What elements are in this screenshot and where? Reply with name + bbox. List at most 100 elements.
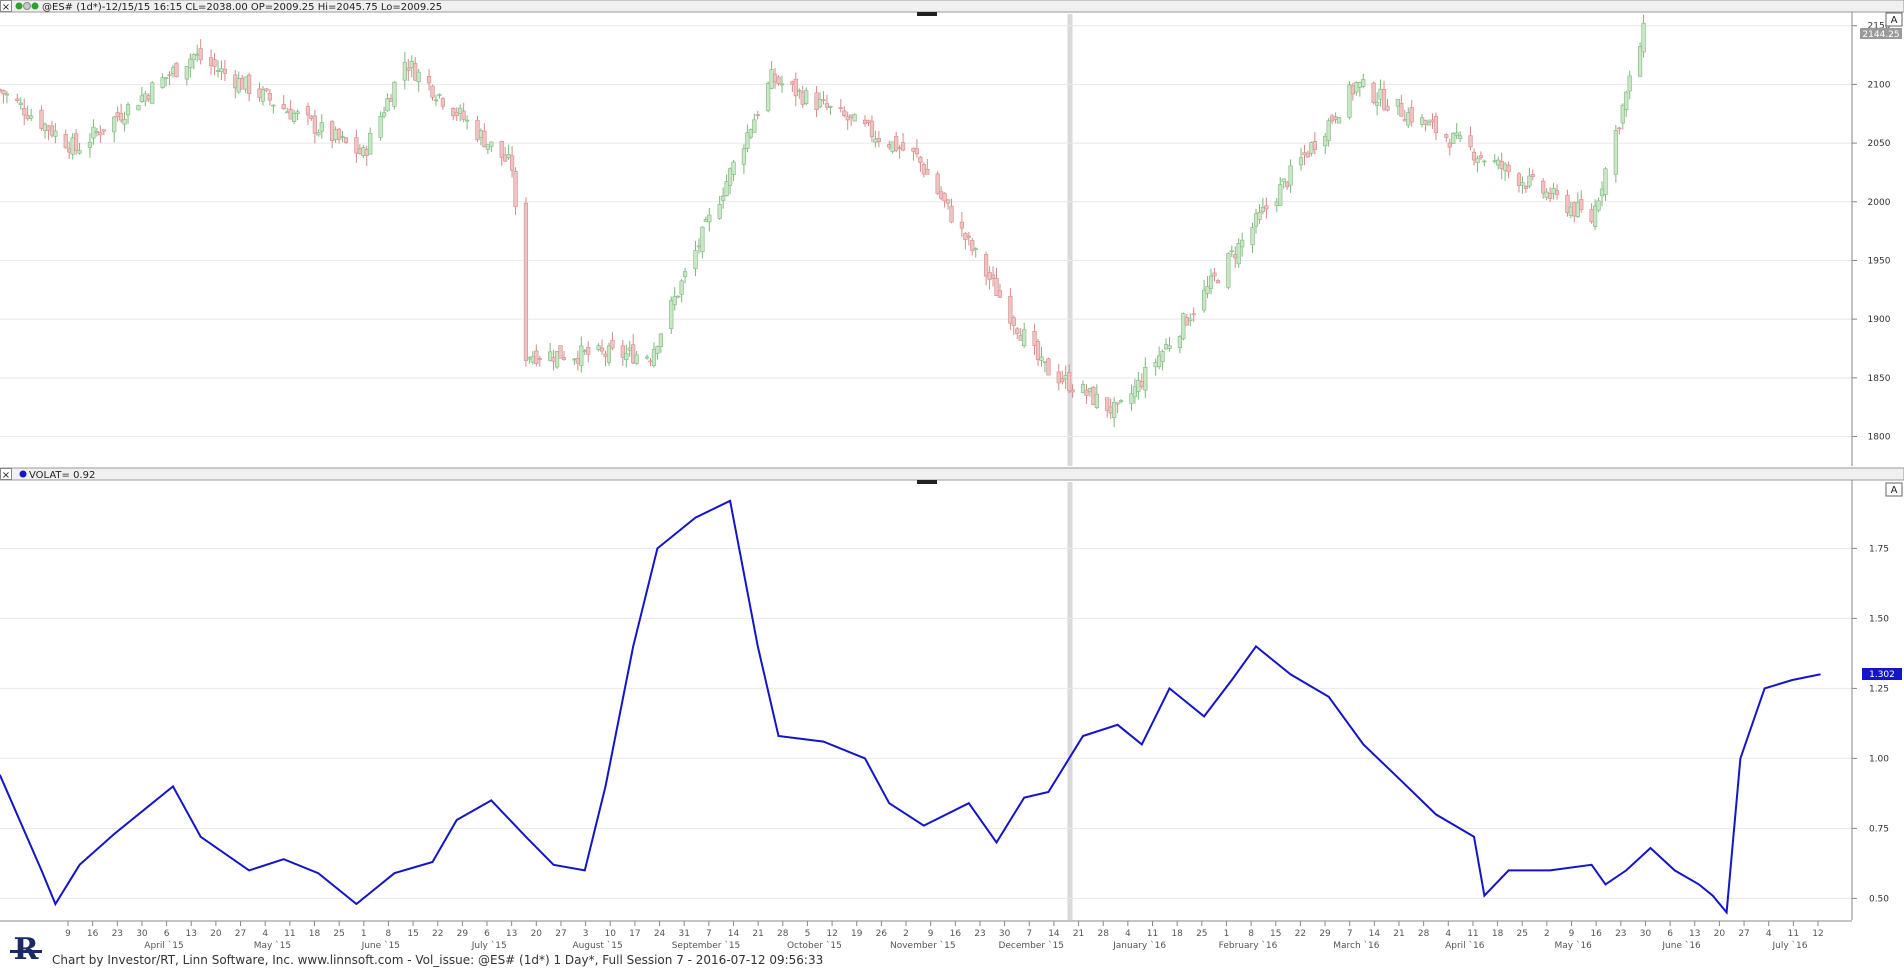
day-tick-label: 6 (1667, 929, 1673, 939)
candle-body (1039, 356, 1044, 361)
candle-body (1264, 205, 1269, 210)
candle-body (1153, 362, 1158, 368)
pane-resize-handle[interactable] (917, 12, 937, 16)
pane-resize-handle[interactable] (917, 480, 937, 484)
candle-body (1603, 168, 1608, 195)
candle-body (1157, 355, 1162, 368)
day-tick-label: 27 (235, 929, 246, 939)
candle-body (1129, 393, 1134, 404)
day-tick-label: 18 (1171, 929, 1183, 939)
candle-body (1641, 22, 1646, 53)
volat-auto-scale-button[interactable] (1885, 482, 1903, 497)
candle-body (949, 205, 954, 223)
day-tick-label: 5 (805, 929, 811, 939)
candle-body (696, 245, 702, 248)
candle-body (1274, 201, 1279, 206)
volat-point (525, 836, 527, 838)
candle-body (368, 132, 373, 155)
candle-body (551, 357, 556, 362)
candle-body (1011, 317, 1016, 326)
last-price-badge (1860, 28, 1902, 39)
candle-body (316, 132, 321, 136)
price-header-info: @ES# (1d*)-12/15/15 16:15 CL=2038.00 OP=… (42, 2, 442, 13)
month-label: November `15 (890, 940, 956, 951)
candle-body (1160, 351, 1165, 362)
candle-body (828, 106, 833, 108)
candle-body (914, 148, 920, 155)
day-tick-label: 30 (1640, 929, 1652, 939)
candle-body (1250, 227, 1255, 246)
volat-point (1763, 687, 1766, 690)
candle-body (1060, 378, 1065, 383)
candle-body (1482, 160, 1487, 163)
candle-body (22, 108, 27, 116)
candle-body (267, 93, 272, 101)
candle-body (624, 352, 629, 360)
candle-body (966, 235, 971, 238)
price-auto-scale-button[interactable] (1885, 12, 1903, 27)
day-tick-label: 22 (432, 929, 443, 939)
close-price-pane-button[interactable] (0, 0, 12, 12)
day-tick-label: 1 (1224, 929, 1230, 939)
day-tick-label: 13 (186, 929, 197, 939)
candle-body (70, 137, 75, 155)
candle-body (1323, 135, 1328, 147)
date-axis: 9 16 23 30 6 13 20 27 4 11 18 25 1 8 15 22 29 6 13 20 27 3 10 1… (0, 920, 1852, 951)
close-volat-pane-button[interactable] (0, 468, 12, 480)
day-tick-label: 4 (1125, 929, 1131, 939)
candle-body (506, 154, 511, 158)
candle-body (361, 147, 366, 156)
price-tick-label: 1900 (1868, 315, 1891, 325)
close-icon: × (2, 2, 10, 13)
month-label: June `16 (1661, 940, 1701, 951)
candle-body (499, 141, 504, 158)
candle-body (409, 60, 414, 68)
candle-body (838, 107, 843, 109)
volat-point (1082, 735, 1084, 737)
candle-body (620, 345, 625, 358)
month-label: December `15 (998, 940, 1063, 951)
candle-body (634, 354, 639, 364)
candle-body (1240, 239, 1245, 248)
candle-body (1139, 381, 1144, 387)
candle-body (354, 137, 359, 154)
volat-point (995, 841, 998, 844)
candle-body (804, 90, 809, 104)
volat-point (1725, 911, 1728, 914)
candle-body (945, 199, 951, 204)
day-tick-label: 9 (928, 929, 934, 939)
volat-point (552, 864, 555, 866)
candle-body (1613, 130, 1618, 175)
volat-point (54, 903, 57, 905)
candle-body (247, 74, 252, 94)
candle-body (305, 106, 311, 116)
volat-point (729, 500, 731, 502)
candle-body (610, 339, 615, 349)
candle-body (465, 119, 470, 122)
candle-body (1094, 393, 1099, 408)
volat-point (144, 808, 147, 810)
day-tick-label: 7 (1347, 929, 1353, 939)
day-tick-label: 21 (1073, 929, 1084, 939)
candle-body (1554, 190, 1560, 195)
day-tick-label: 3 (583, 929, 589, 939)
volat-point (1116, 724, 1119, 726)
volat-tick-label: 0.50 (1869, 894, 1889, 904)
candle-body (1617, 127, 1622, 130)
volat-tick-label: 1.50 (1869, 614, 1889, 624)
candle-body (1371, 82, 1376, 103)
candle-body (1229, 250, 1234, 253)
candle-body (1406, 112, 1411, 126)
candle-body (849, 114, 854, 118)
day-tick-label: 14 (1048, 929, 1060, 939)
volat-point (968, 802, 970, 804)
candle-body (1309, 142, 1314, 154)
candle-body (125, 104, 131, 116)
candle-body (1115, 402, 1120, 405)
day-tick-label: 27 (1738, 929, 1749, 939)
candle-body (1091, 386, 1096, 405)
candle-body (98, 132, 103, 136)
volat-point (282, 858, 285, 860)
candle-body (485, 144, 490, 150)
candle-body (25, 115, 30, 120)
